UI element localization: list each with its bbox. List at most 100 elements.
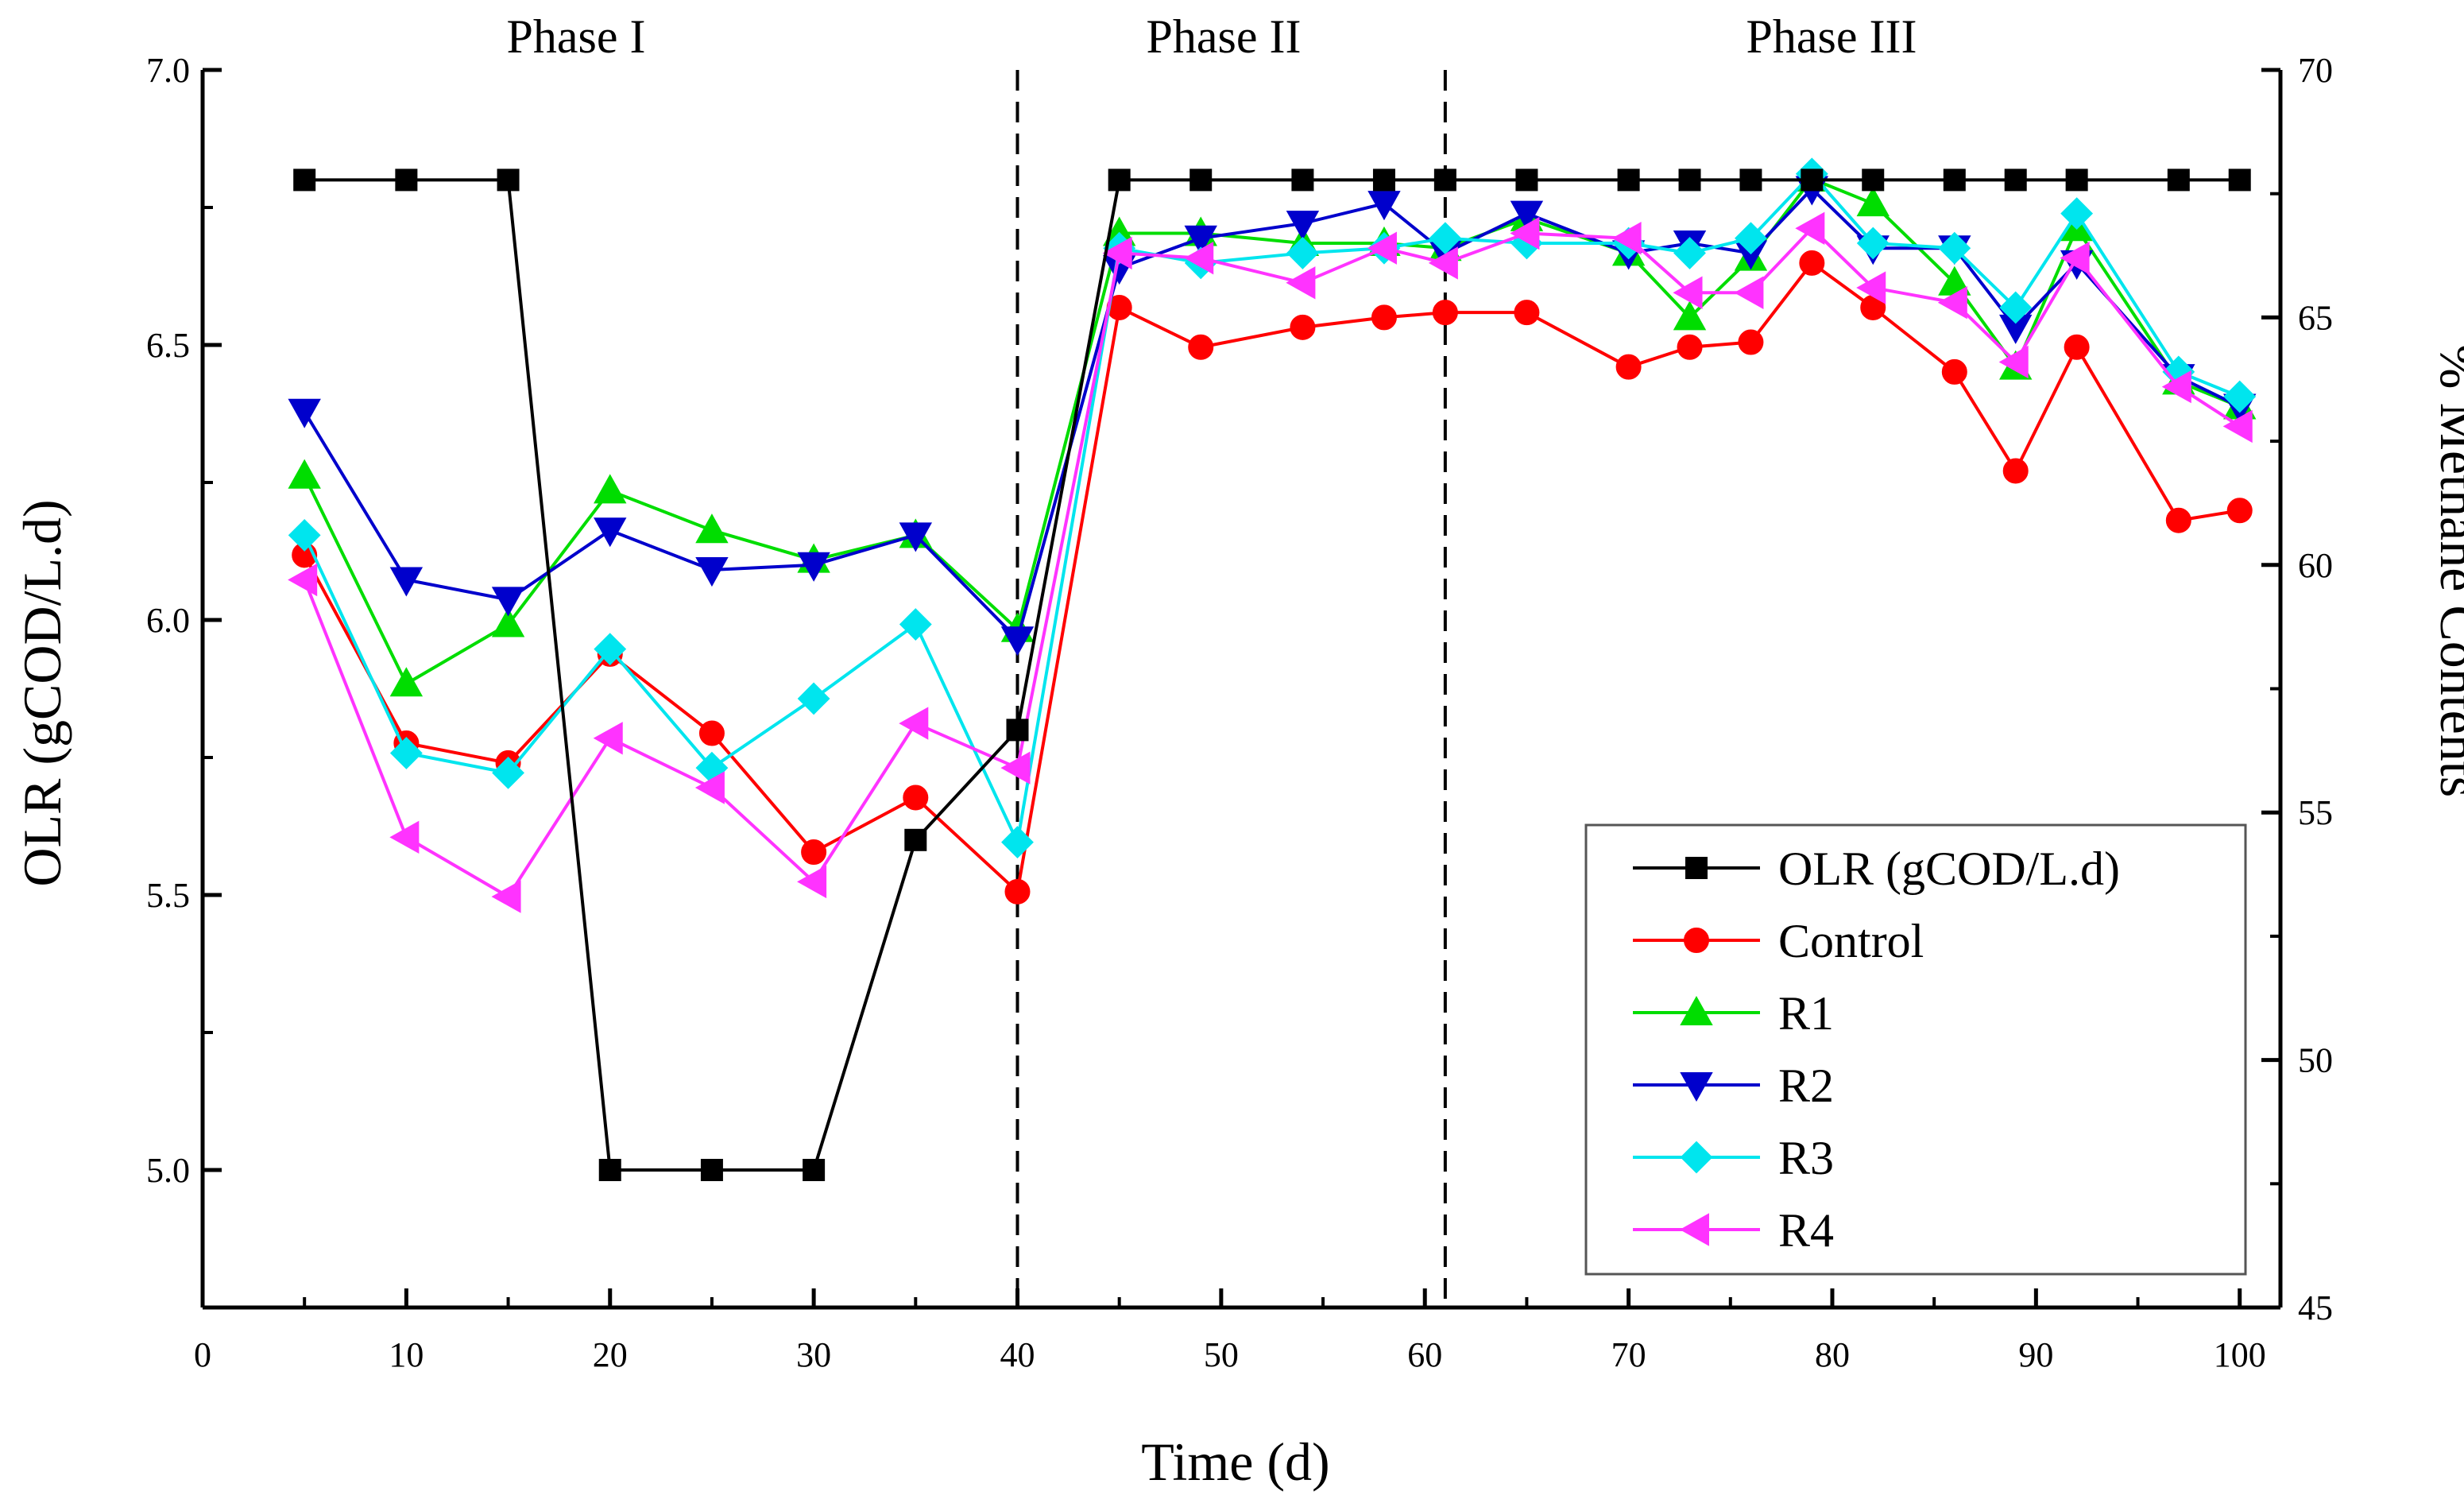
data-point-olr xyxy=(904,828,927,851)
data-point-olr xyxy=(2065,169,2088,192)
data-point-r3 xyxy=(492,756,524,789)
data-point-r4 xyxy=(491,880,521,913)
data-point-olr xyxy=(1943,169,1966,192)
x-tick-label: 90 xyxy=(2018,1335,2053,1374)
data-point-r3 xyxy=(1938,231,1971,265)
data-point-control xyxy=(903,784,929,811)
left-tick-label: 6.0 xyxy=(146,601,190,640)
phase-label-3: Phase III xyxy=(1746,10,1917,63)
right-axis-ticks: 45 50 55 60 65 70 xyxy=(2261,51,2333,1327)
legend-marker xyxy=(1680,995,1713,1025)
data-point-r4 xyxy=(1795,211,1825,246)
data-point-olr xyxy=(1617,169,1640,192)
data-point-control xyxy=(2226,498,2253,524)
x-axis-ticks: 0 10 20 30 40 50 60 70 80 90 100 xyxy=(194,1288,2266,1374)
data-point-r3 xyxy=(1429,222,1462,255)
legend-marker xyxy=(1679,1213,1709,1246)
data-point-r4 xyxy=(797,865,827,899)
legend-label: R2 xyxy=(1778,1060,1834,1112)
right-tick-label: 55 xyxy=(2298,793,2333,832)
left-tick-label: 5.0 xyxy=(146,1151,190,1190)
phase-label-2: Phase II xyxy=(1147,10,1302,63)
data-point-r1 xyxy=(491,607,525,637)
data-point-control xyxy=(1432,300,1458,326)
x-tick-label: 80 xyxy=(1815,1335,1850,1374)
legend-entry-control: Control xyxy=(1633,915,1924,967)
legend-marker xyxy=(1685,857,1708,879)
legend-entry-r2: R2 xyxy=(1633,1060,1834,1112)
data-point-r4 xyxy=(389,820,420,854)
phase-labels: Phase I Phase II Phase III xyxy=(507,10,1917,63)
data-point-r3 xyxy=(2060,197,2094,231)
series-control xyxy=(292,250,2253,905)
data-point-r3 xyxy=(1856,227,1890,260)
data-point-control xyxy=(1615,354,1642,380)
data-point-r1 xyxy=(1673,300,1707,331)
data-point-olr xyxy=(1433,169,1456,192)
data-point-olr xyxy=(1678,169,1701,192)
data-point-r4 xyxy=(1611,222,1642,255)
data-point-control xyxy=(2002,458,2029,484)
data-point-r2 xyxy=(1000,626,1035,657)
data-point-r4 xyxy=(593,722,623,755)
data-point-r4 xyxy=(1937,286,1967,320)
data-point-olr xyxy=(1739,169,1762,192)
data-point-r2 xyxy=(1286,211,1320,241)
phase-label-1: Phase I xyxy=(507,10,646,63)
left-y-axis-title: OLR (gCOD/L.d) xyxy=(12,499,72,886)
data-point-r3 xyxy=(797,682,830,715)
data-point-olr xyxy=(1862,169,1885,192)
right-tick-label: 65 xyxy=(2298,298,2333,337)
data-point-olr xyxy=(700,1159,723,1181)
left-tick-label: 7.0 xyxy=(146,51,190,90)
legend-entry-olr-gcod-l-d: OLR (gCOD/L.d) xyxy=(1633,843,2120,895)
data-point-r3 xyxy=(288,519,321,552)
data-point-r3 xyxy=(1001,826,1034,858)
left-tick-label: 6.5 xyxy=(146,326,190,365)
data-point-r1 xyxy=(288,459,321,489)
data-point-control xyxy=(1941,358,1967,385)
data-point-control xyxy=(801,839,827,866)
data-point-control xyxy=(1004,878,1031,905)
x-tick-label: 10 xyxy=(389,1335,424,1374)
data-point-olr xyxy=(1108,169,1131,192)
data-point-r2 xyxy=(797,552,830,582)
data-point-r4 xyxy=(1286,266,1316,300)
data-point-olr xyxy=(2228,169,2251,192)
legend-label: Control xyxy=(1778,915,1924,967)
legend-label: R4 xyxy=(1778,1204,1834,1257)
x-tick-label: 100 xyxy=(2214,1335,2266,1374)
legend-entry-r1: R1 xyxy=(1633,987,1834,1040)
data-point-control xyxy=(1677,334,1703,360)
data-point-r2 xyxy=(288,398,321,428)
data-point-r3 xyxy=(1673,237,1706,269)
x-tick-label: 0 xyxy=(194,1335,211,1374)
data-point-control xyxy=(1514,300,1540,326)
data-point-r1 xyxy=(695,513,729,544)
right-tick-label: 50 xyxy=(2298,1041,2333,1080)
data-point-olr xyxy=(395,169,418,192)
data-point-r2 xyxy=(695,557,729,587)
data-point-r2 xyxy=(1367,191,1401,221)
data-point-r2 xyxy=(899,522,933,552)
legend-marker xyxy=(1680,1141,1713,1174)
data-point-r3 xyxy=(594,633,627,666)
data-point-r4 xyxy=(1000,751,1031,784)
data-point-r4 xyxy=(899,707,929,740)
data-point-r4 xyxy=(694,771,725,804)
data-point-r1 xyxy=(1856,187,1890,217)
x-axis-title: Time (d) xyxy=(1141,1431,1329,1492)
legend-entry-r4: R4 xyxy=(1633,1204,1834,1257)
x-tick-label: 30 xyxy=(796,1335,831,1374)
data-point-r1 xyxy=(389,667,424,697)
data-point-r4 xyxy=(1102,236,1132,270)
right-tick-label: 45 xyxy=(2298,1288,2333,1327)
x-tick-label: 40 xyxy=(1000,1335,1035,1374)
data-point-r4 xyxy=(1184,241,1214,275)
data-point-olr xyxy=(1372,169,1395,192)
data-point-r4 xyxy=(288,563,318,597)
data-point-control xyxy=(698,720,725,746)
legend-entry-r3: R3 xyxy=(1633,1132,1834,1184)
data-point-control xyxy=(1738,329,1764,355)
